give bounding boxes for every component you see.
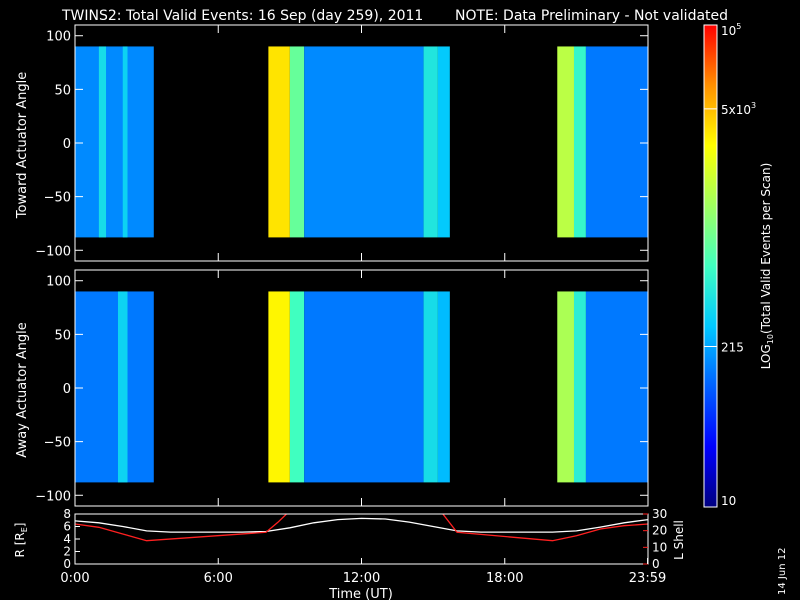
away-cells <box>75 291 648 483</box>
toward-ytick-label: 50 <box>54 83 71 98</box>
colorbar-tick-label: 105 <box>721 22 741 38</box>
colorbar-tick-exp: 3 <box>751 101 756 110</box>
orbit-xtick-label: 12:00 <box>343 571 380 586</box>
toward-heatmap-panel: 100 50 0 −50 −100 <box>35 24 649 262</box>
toward-cell <box>122 46 128 238</box>
toward-ytick-label: −100 <box>35 244 71 259</box>
orbit-ytick-label: 6 <box>63 520 71 534</box>
orbit-ylabel-main: R [R <box>13 532 27 557</box>
away-cell <box>557 291 574 483</box>
preliminary-note: NOTE: Data Preliminary - Not validated <box>455 8 728 24</box>
colorbar-fill <box>703 24 718 508</box>
orbit-ytick-label: 2 <box>63 545 71 559</box>
away-cell <box>423 291 438 483</box>
away-cell <box>585 291 648 483</box>
colorbar-label-log: LOG <box>759 344 773 369</box>
toward-cell <box>98 46 107 238</box>
time-xlabel: Time (UT) <box>328 587 393 600</box>
orbit-xtick-label: 0:00 <box>60 571 89 586</box>
colorbar-label: LOG10(Total Valid Events per Scan) <box>759 163 775 370</box>
lshell-ytick-label: 30 <box>652 507 667 521</box>
toward-ytick-label: 100 <box>46 30 71 45</box>
orbit-ylabel: R [RE] <box>13 523 29 558</box>
figure-title: TWINS2: Total Valid Events: 16 Sep (day … <box>61 8 423 24</box>
toward-cell <box>585 46 648 238</box>
orbit-xtick-label: 6:00 <box>204 571 233 586</box>
toward-cell <box>573 46 586 238</box>
away-cell <box>75 291 154 483</box>
radius-line <box>75 517 648 533</box>
away-cell <box>437 291 450 483</box>
away-heatmap-panel: 100 50 0 −50 −100 <box>35 269 649 507</box>
colorbar-tick-label: 10 <box>721 494 736 508</box>
lshell-ylabel: L Shell <box>672 520 686 560</box>
colorbar-tick-base: 10 <box>721 24 736 38</box>
lshell-ytick-label: 0 <box>652 557 660 571</box>
lshell-line <box>75 514 648 542</box>
orbit-xtick-label: 23:59 <box>629 571 666 586</box>
colorbar-tick-base: 5x10 <box>721 103 751 117</box>
away-cell <box>289 291 305 483</box>
away-cell <box>117 291 128 483</box>
lshell-ytick-label: 10 <box>652 540 667 554</box>
orbit-ytick-label: 4 <box>63 532 71 546</box>
away-cell <box>268 291 290 483</box>
toward-cell <box>437 46 450 238</box>
toward-ylabel: Toward Actuator Angle <box>15 72 30 219</box>
toward-cell <box>289 46 305 238</box>
away-ytick-label: −50 <box>44 436 71 451</box>
away-ytick-label: −100 <box>35 489 71 504</box>
toward-ytick-label: −50 <box>44 191 71 206</box>
colorbar-tick-base: 215 <box>721 340 744 354</box>
lshell-ytick-label: 20 <box>652 524 667 538</box>
orbit-xtick-label: 18:00 <box>486 571 523 586</box>
colorbar-label-sub: 10 <box>766 334 775 344</box>
colorbar-label-rest: (Total Valid Events per Scan) <box>759 163 773 334</box>
away-ytick-label: 50 <box>54 328 71 343</box>
toward-cells <box>75 46 648 238</box>
colorbar-tick-label: 215 <box>721 340 744 354</box>
colorbar-tick-base: 10 <box>721 494 736 508</box>
orbit-ytick-label: 8 <box>63 507 71 521</box>
toward-ytick-label: 0 <box>63 137 71 152</box>
colorbar-tick-label: 5x103 <box>721 101 756 117</box>
orbit-lines <box>75 514 648 542</box>
orbit-ylabel-close: ] <box>13 523 27 528</box>
toward-cell <box>557 46 574 238</box>
toward-cell <box>75 46 154 238</box>
colorbar-tick-exp: 5 <box>736 22 741 31</box>
toward-cell <box>304 46 424 238</box>
date-stamp: 14 Jun 12 <box>777 548 788 595</box>
away-cell <box>573 291 586 483</box>
away-cell <box>304 291 424 483</box>
orbit-ytick-label: 0 <box>63 557 71 571</box>
away-ylabel: Away Actuator Angle <box>15 322 30 457</box>
away-ytick-label: 0 <box>63 382 71 397</box>
orbit-ylabel-sub: E <box>20 527 29 532</box>
away-ytick-label: 100 <box>46 275 71 290</box>
toward-cell <box>268 46 290 238</box>
toward-cell <box>423 46 438 238</box>
